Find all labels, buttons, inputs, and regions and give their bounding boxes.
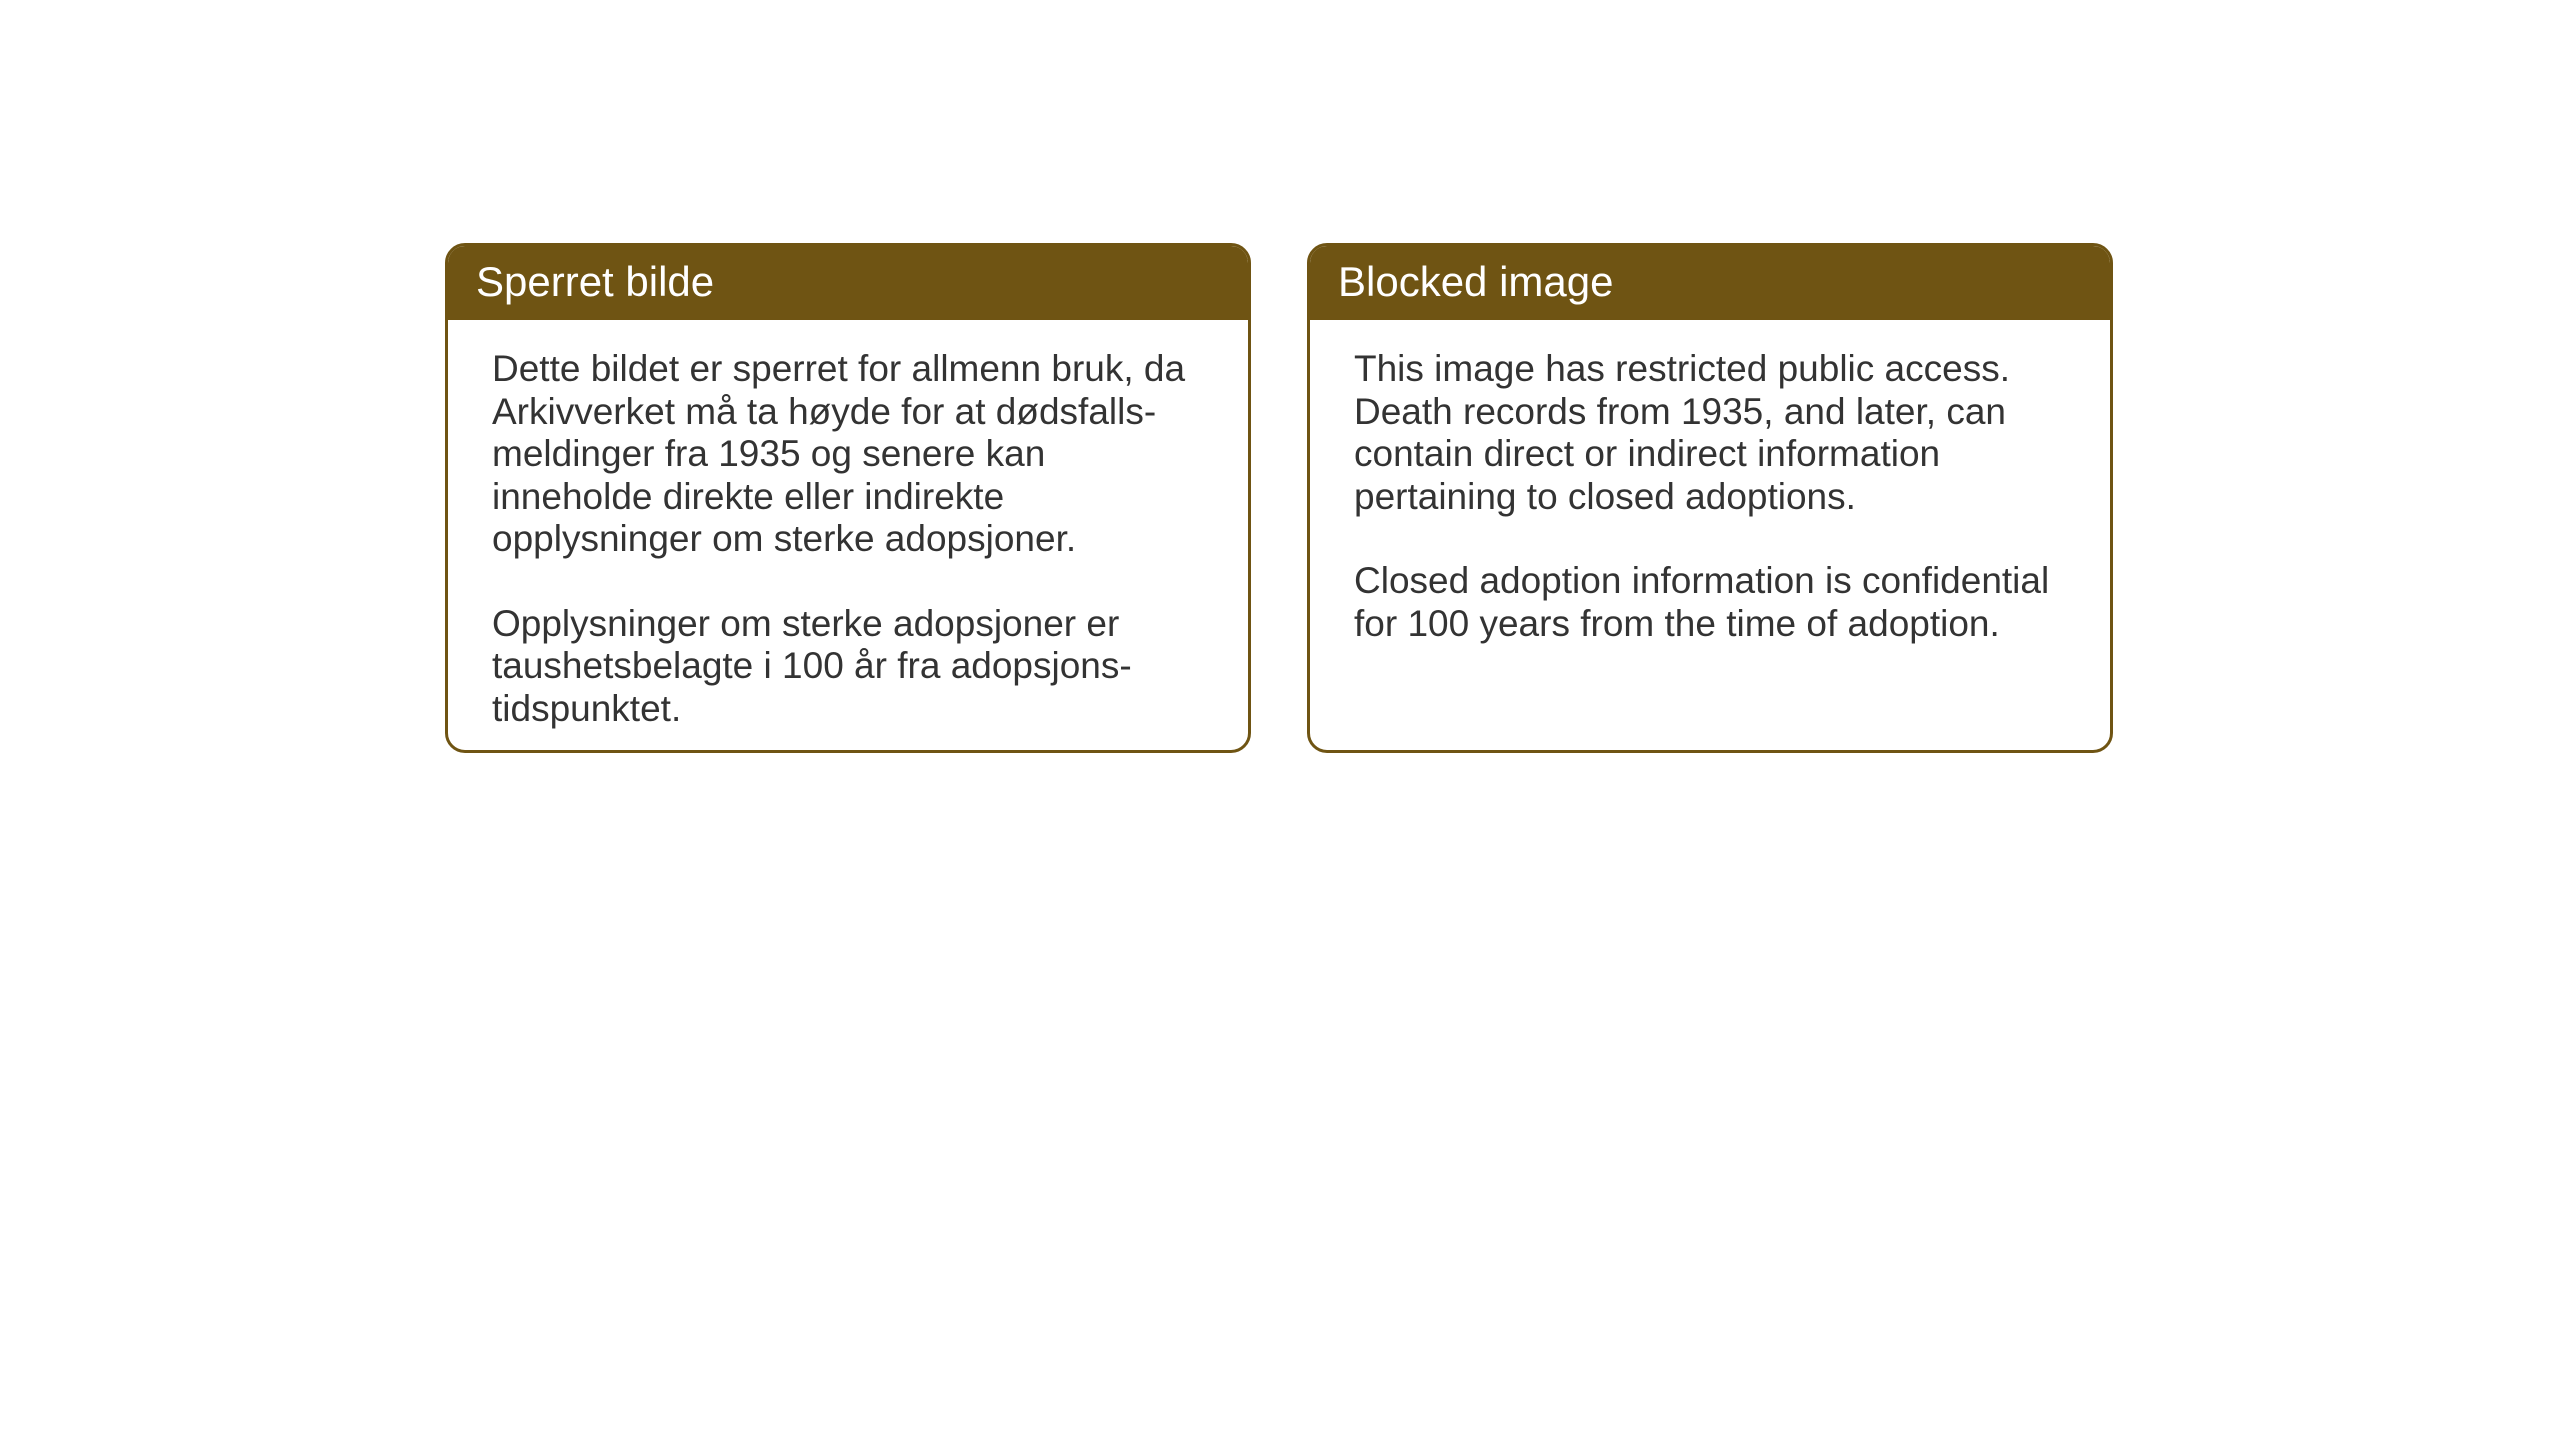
card-header-english: Blocked image — [1310, 246, 2110, 320]
notice-card-english: Blocked image This image has restricted … — [1307, 243, 2113, 753]
card-body-english: This image has restricted public access.… — [1310, 320, 2110, 673]
card-paragraph: Closed adoption information is confident… — [1354, 560, 2066, 645]
notice-cards-container: Sperret bilde Dette bildet er sperret fo… — [445, 243, 2113, 753]
card-body-norwegian: Dette bildet er sperret for allmenn bruk… — [448, 320, 1248, 753]
card-title: Sperret bilde — [476, 258, 714, 305]
card-paragraph: Opplysninger om sterke adopsjoner er tau… — [492, 603, 1204, 731]
card-paragraph: Dette bildet er sperret for allmenn bruk… — [492, 348, 1204, 561]
card-header-norwegian: Sperret bilde — [448, 246, 1248, 320]
card-paragraph: This image has restricted public access.… — [1354, 348, 2066, 518]
card-title: Blocked image — [1338, 258, 1613, 305]
notice-card-norwegian: Sperret bilde Dette bildet er sperret fo… — [445, 243, 1251, 753]
